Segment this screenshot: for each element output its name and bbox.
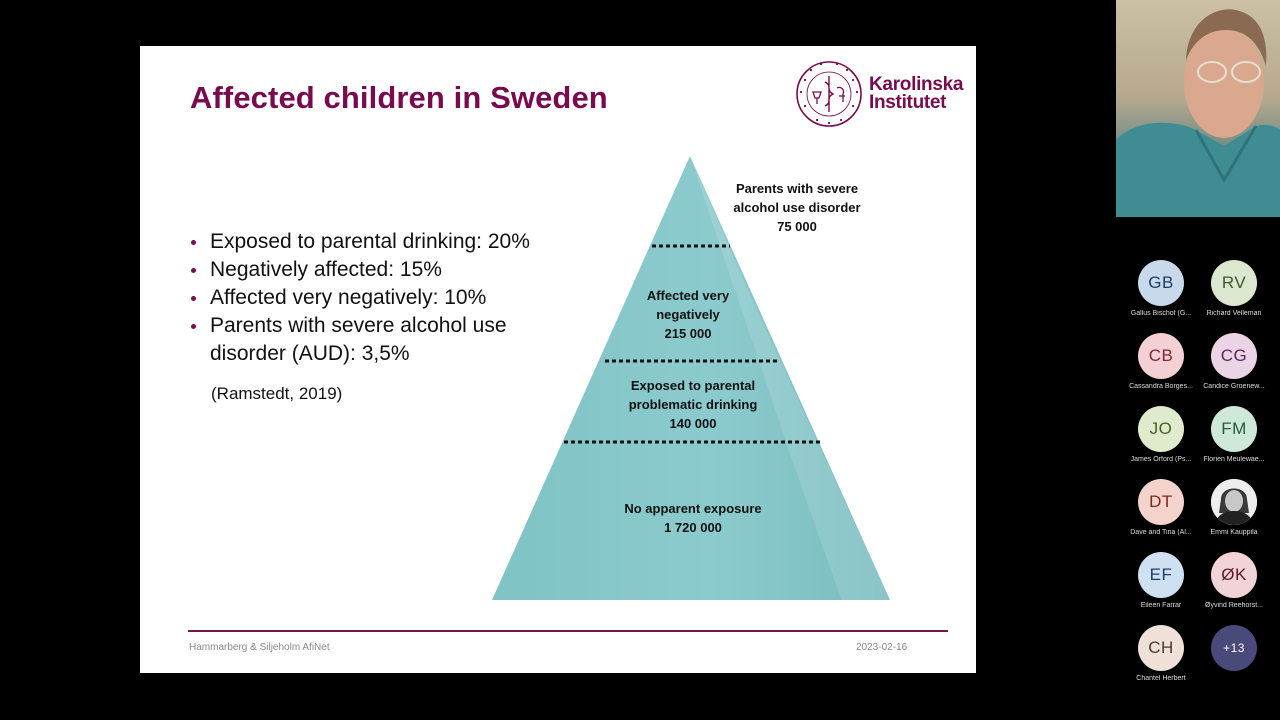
avatar: JO [1138,406,1184,452]
avatar: ØK [1211,552,1257,598]
karolinska-logo: Karolinska Institutet [795,60,965,130]
pyramid-level-very-negative: Affected very negatively 215 000 [646,288,730,341]
slide-title: Affected children in Sweden [190,80,608,115]
avatar: RV [1211,260,1257,306]
participant-name: Florien Meulewae... [1203,456,1265,463]
avatar: EF [1138,552,1184,598]
participant-name: Emmi Kauppila [1210,529,1258,536]
participant-name: James Orford (Ps... [1130,456,1192,463]
participant-tile[interactable]: EF Eileen Farrar [1124,552,1198,620]
logo-wordmark: Karolinska Institutet [869,74,964,113]
participant-tile[interactable]: ØK Øyvind Reehorst... [1197,552,1271,620]
participant-tile[interactable]: GB Gallus Bischof (G... [1124,260,1198,328]
participant-tile[interactable]: CG Candice Groenew... [1197,333,1271,401]
participant-name: Cassandra Borges... [1129,383,1193,390]
avatar: DT [1138,479,1184,525]
avatar-photo [1211,479,1257,525]
participant-tile[interactable]: JO James Orford (Ps... [1124,406,1198,474]
exposure-pyramid: Parents with severe alcohol use disorder… [490,154,890,614]
pyramid-level-exposed: Exposed to parental problematic drinking… [628,378,758,431]
participant-name: Chantel Herbert [1136,675,1186,682]
overflow-count-badge: +13 [1211,625,1257,671]
participant-tile[interactable]: DT Dave and Tina (Al... [1124,479,1198,547]
pyramid-level-no-exposure: No apparent exposure 1 720 000 [624,501,762,535]
presentation-slide: Affected children in Sweden Karolinska I… [140,46,976,673]
citation: (Ramstedt, 2019) [211,384,343,403]
university-seal-icon [796,61,862,127]
bullet-list: Exposed to parental drinking: 20% Negati… [188,228,570,368]
speaker-person-icon [1116,9,1280,217]
more-participants-button[interactable]: +13 [1197,625,1271,693]
pyramid-shape [492,156,890,610]
participant-tile[interactable]: CH Chantel Herbert [1124,625,1198,693]
avatar: GB [1138,260,1184,306]
participant-tile[interactable]: FM Florien Meulewae... [1197,406,1271,474]
pyramid-level-aud: Parents with severe alcohol use disorder… [733,181,861,234]
participant-name: Gallus Bischof (G... [1130,310,1192,317]
participant-name: Eileen Farrar [1140,602,1182,609]
person-photo-icon [1211,479,1257,525]
participant-tile[interactable]: Emmi Kauppila [1197,479,1271,547]
bullet-item: Exposed to parental drinking: 20% [188,228,570,256]
footer-divider [188,630,948,632]
participant-name: Candice Groenew... [1203,383,1265,390]
bullet-item: Parents with severe alcohol use disorder… [188,312,570,368]
participant-name: Øyvind Reehorst... [1205,602,1263,609]
footer-date: 2023-02-16 [856,642,908,653]
speaker-video-tile[interactable] [1116,0,1280,217]
participant-name: Richard Velleman [1206,310,1262,317]
bullet-item: Negatively affected: 15% [188,256,570,284]
footer-authors: Hammarberg & Siljeholm AfiNet [189,642,330,653]
avatar: CG [1211,333,1257,379]
participant-name: Dave and Tina (Al... [1130,529,1192,536]
participant-tile[interactable]: CB Cassandra Borges... [1124,333,1198,401]
participant-tile[interactable]: RV Richard Velleman [1197,260,1271,328]
bullet-item: Affected very negatively: 10% [188,284,570,312]
avatar: CB [1138,333,1184,379]
avatar: FM [1211,406,1257,452]
avatar: CH [1138,625,1184,671]
